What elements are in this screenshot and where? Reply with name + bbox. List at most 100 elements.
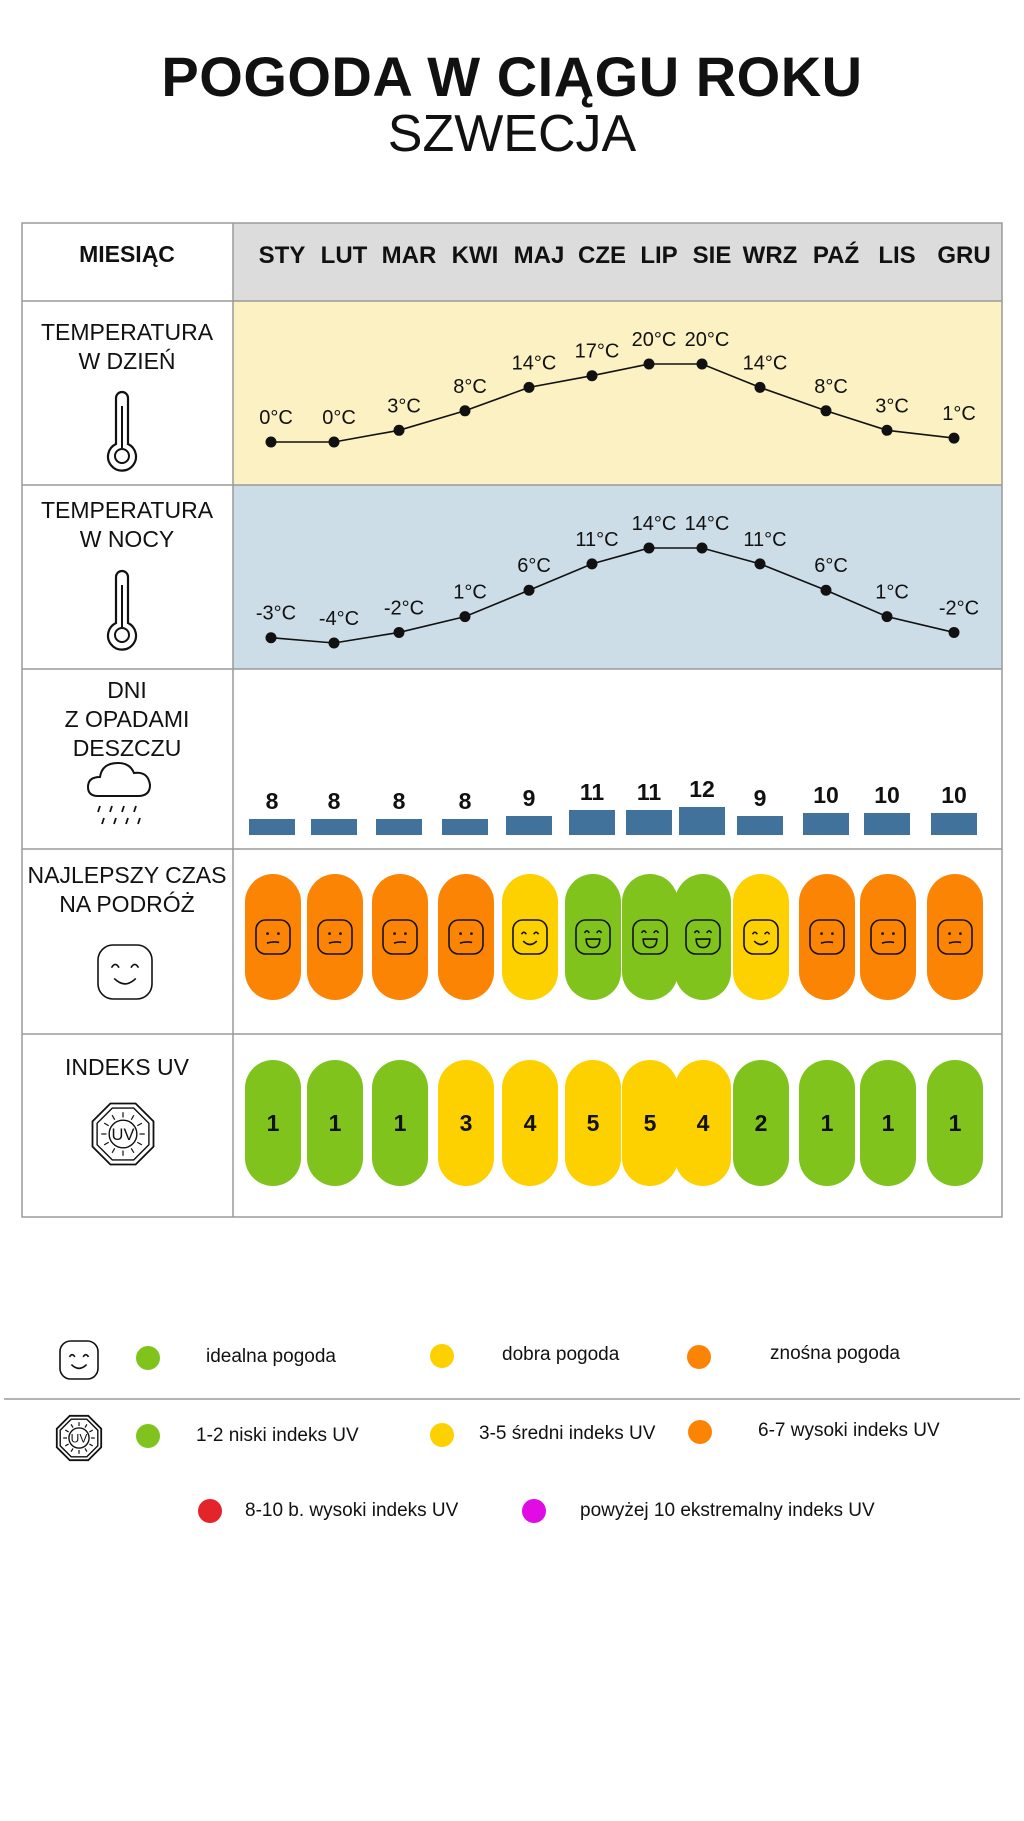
rain-bar-7 [679, 807, 725, 835]
rain-bar-9 [803, 813, 849, 835]
night-temp-label-10: 1°C [875, 582, 909, 604]
night-temp-point-6 [643, 542, 655, 554]
uv-value-1: 1 [329, 1110, 342, 1136]
travel-face-icon-1 [317, 919, 353, 955]
night-temp-point-9 [820, 584, 832, 596]
travel-face-icon-10 [870, 919, 906, 955]
uv-value-11: 1 [949, 1110, 962, 1136]
rain-value-9: 10 [813, 782, 839, 808]
rain-value-2: 8 [393, 788, 406, 814]
uv-value-0: 1 [267, 1110, 280, 1136]
day-temp-point-7 [696, 358, 708, 370]
month-label-8: WRZ [743, 242, 798, 269]
uv-value-2: 1 [394, 1110, 407, 1136]
rain-value-5: 11 [580, 779, 605, 805]
month-label-4: MAJ [514, 242, 565, 269]
page-subtitle: SZWECJA [387, 105, 637, 163]
rain-bar-2 [376, 819, 422, 835]
uv-value-6: 5 [644, 1110, 657, 1136]
travel-face-icon-5 [575, 919, 611, 955]
legend-label-uv-high: 6-7 wysoki indeks UV [758, 1420, 940, 1441]
day-temp-point-10 [881, 424, 893, 436]
night-temp-point-1 [328, 637, 340, 649]
uv-value-4: 4 [524, 1110, 537, 1136]
uv-sun-icon: UV [91, 1102, 155, 1166]
night-temp-label-6: 14°C [632, 513, 677, 535]
page-title: POGODA W CIĄGU ROKU [161, 45, 863, 108]
uv-value-7: 4 [697, 1110, 710, 1136]
uv-value-8: 2 [755, 1110, 768, 1136]
travel-face-icon-6 [632, 919, 668, 955]
night-temp-label-5: 11°C [575, 529, 618, 551]
legend-dot-uv-very-high [198, 1499, 222, 1523]
day-temp-point-1 [328, 436, 340, 448]
day-temp-point-9 [820, 405, 832, 417]
legend-label-uv-mid: 3-5 średni indeks UV [479, 1423, 656, 1444]
travel-pill-8 [733, 874, 789, 1000]
night-temp-point-0 [265, 632, 277, 644]
day-temp-label-9: 8°C [814, 376, 848, 398]
thermometer-icon-night [106, 569, 138, 651]
day-temp-label-6: 20°C [632, 329, 677, 351]
travel-pill-0 [245, 874, 301, 1000]
day-temp-label-3: 8°C [453, 376, 487, 398]
uv-value-3: 3 [460, 1110, 473, 1136]
legend-label-good: dobra pogoda [502, 1344, 620, 1365]
day-temp-label-5: 17°C [575, 341, 620, 363]
rain-value-10: 10 [874, 782, 900, 808]
rain-value-3: 8 [459, 788, 472, 814]
uv-pill-6 [622, 1060, 678, 1186]
rain-bar-5 [569, 810, 615, 835]
travel-face-icon-9 [809, 919, 845, 955]
day-temp-label-1: 0°C [322, 407, 356, 429]
legend-label-uv-very-high: 8-10 b. wysoki indeks UV [245, 1500, 459, 1521]
rain-value-0: 8 [266, 788, 279, 814]
rain-bar-10 [864, 813, 910, 835]
travel-pill-11 [927, 874, 983, 1000]
thermometer-icon [106, 390, 138, 472]
travel-pill-1 [307, 874, 363, 1000]
legend-label-uv-extreme: powyżej 10 ekstremalny indeks UV [580, 1500, 875, 1521]
rain-bar-8 [737, 816, 783, 835]
travel-pill-3 [438, 874, 494, 1000]
day-temp-point-6 [643, 358, 655, 370]
night-temp-point-8 [754, 558, 766, 570]
travel-pill-10 [860, 874, 916, 1000]
day-temp-point-0 [265, 436, 277, 448]
month-label-2: MAR [382, 242, 437, 269]
day-temp-label-8: 14°C [743, 352, 788, 374]
day-temp-point-2 [393, 424, 405, 436]
legend-dot-uv-high [688, 1420, 712, 1444]
day-temp-point-5 [586, 370, 598, 382]
night-temp-label-7: 14°C [685, 513, 730, 535]
legend-dot-uv-low [136, 1424, 160, 1448]
day-temp-label-10: 3°C [875, 395, 909, 417]
uv-pill-1 [307, 1060, 363, 1186]
uv-pill-9 [799, 1060, 855, 1186]
rain-value-6: 11 [637, 779, 662, 805]
night-temp-point-4 [523, 584, 535, 596]
rain-value-8: 9 [754, 785, 767, 811]
night-temp-label-2: -2°C [384, 597, 424, 619]
row-label-night-temp: TEMPERATURA W NOCY [40, 497, 214, 552]
night-temp-point-11 [948, 626, 960, 638]
uv-pill-7 [675, 1060, 731, 1186]
row-label-day-temp: TEMPERATURA W DZIEŃ [40, 319, 214, 374]
uv-pill-4 [502, 1060, 558, 1186]
rain-bar-4 [506, 816, 552, 835]
night-temp-label-8: 11°C [743, 529, 786, 551]
night-temp-label-3: 1°C [453, 582, 487, 604]
rain-value-1: 8 [328, 788, 341, 814]
day-temp-point-8 [754, 381, 766, 393]
month-label-9: PAŹ [813, 241, 859, 269]
row-label-rain: DNI Z OPADAMI DESZCZU [64, 677, 190, 761]
day-temp-label-7: 20°C [685, 329, 730, 351]
rain-bar-11 [931, 813, 977, 835]
travel-face-icon-3 [448, 919, 484, 955]
month-label-5: CZE [578, 242, 626, 269]
day-temp-point-3 [459, 405, 471, 417]
uv-value-10: 1 [882, 1110, 895, 1136]
svg-text:UV: UV [71, 1431, 88, 1445]
travel-pill-2 [372, 874, 428, 1000]
